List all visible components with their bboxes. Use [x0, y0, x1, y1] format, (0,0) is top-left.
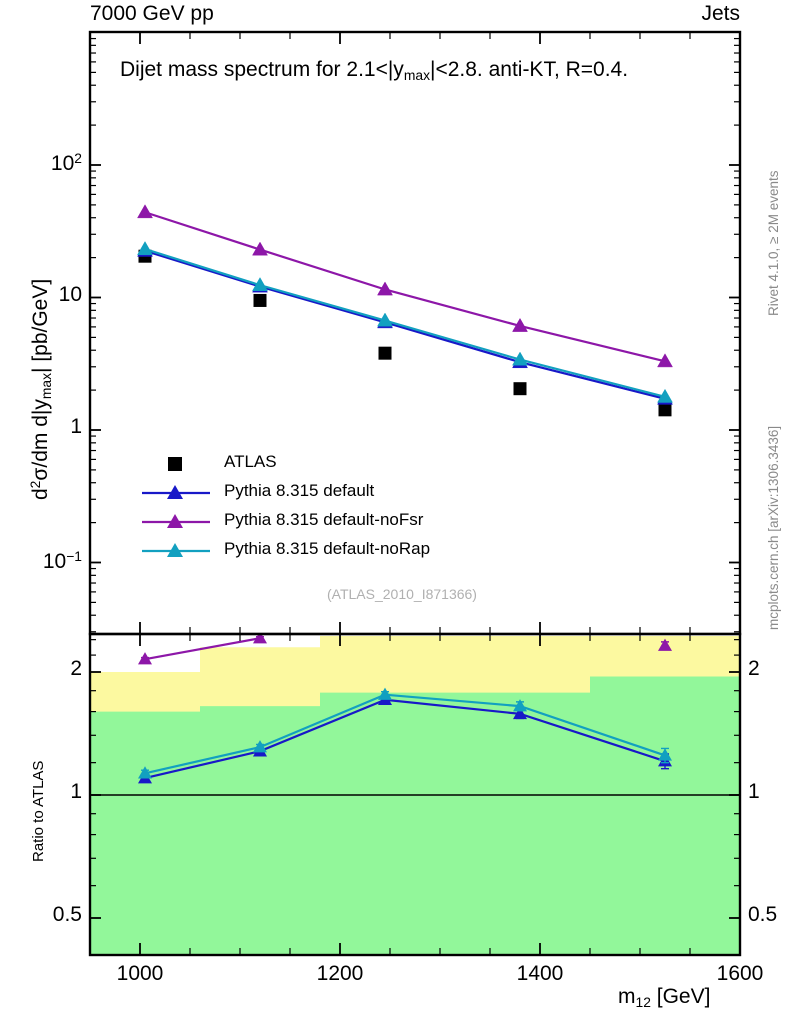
legend-label-0: ATLAS — [224, 452, 277, 471]
x-tick-label-0: 1000 — [116, 962, 164, 985]
main-point-pythia-8-315-default-nofsr-3 — [512, 317, 528, 332]
legend-marker-0 — [140, 452, 212, 476]
x-tick-label-3: 1600 — [716, 962, 764, 985]
ratio-point-pythia-8-315-default-norap-3 — [513, 699, 527, 712]
ratio-point-pythia-8-315-default-norap-1 — [253, 740, 267, 753]
main-point-pythia-8-315-default-nofsr-4 — [657, 353, 673, 368]
main-point-atlas-2 — [378, 346, 392, 360]
main-y-tick-label-3: 102 — [50, 150, 82, 175]
legend-label-3: Pythia 8.315 default-noRap — [224, 539, 431, 558]
title-b: |<2.8. anti-KT, R=0.4. — [430, 58, 629, 81]
xlabel-sub: 12 — [635, 993, 651, 1010]
ratio-y-tick-label-right-1: 1 — [748, 780, 760, 803]
main-point-atlas-4 — [658, 403, 672, 417]
xlabel-a: m — [618, 985, 636, 1008]
ratio-y-tick-label-right-0: 0.5 — [748, 903, 778, 926]
ratio-point-pythia-8-315-default-nofsr-1 — [253, 634, 267, 644]
legend-label-2: Pythia 8.315 default-noFsr — [224, 510, 424, 529]
main-line-pythia-8-315-default-nofsr — [144, 211, 666, 363]
watermark-analysis-id: (ATLAS_2010_I871366) — [327, 586, 477, 602]
ratio-point-pythia-8-315-default-nofsr-0 — [138, 652, 152, 665]
ratio-y-tick-label-left-1: 1 — [70, 780, 82, 803]
xlabel-b: [GeV] — [650, 985, 711, 1008]
main-point-pythia-8-315-default-norap-4 — [657, 388, 673, 403]
header-left: 7000 GeV pp — [90, 2, 214, 25]
legend-marker-3 — [140, 539, 212, 563]
x-tick-label-2: 1400 — [516, 962, 564, 985]
main-point-pythia-8-315-default-norap-3 — [512, 351, 528, 366]
main-point-pythia-8-315-default-norap-2 — [377, 312, 393, 327]
legend-marker-2 — [140, 510, 212, 534]
ratio-point-pythia-8-315-default-norap-2 — [378, 687, 392, 700]
ratio-point-pythia-8-315-default-norap-4 — [658, 748, 672, 761]
main-y-tick-label-0: 10−1 — [42, 547, 82, 573]
main-point-pythia-8-315-default-norap-1 — [252, 277, 268, 291]
main-point-pythia-8-315-default-nofsr-0 — [137, 204, 153, 219]
title-sub: max — [403, 66, 430, 83]
title-a: Dijet mass spectrum for 2.1<|y — [120, 58, 404, 81]
x-axis-label: m12 [GeV] — [618, 985, 710, 1010]
main-point-atlas-1 — [253, 293, 267, 307]
main-y-tick-label-1: 1 — [70, 415, 82, 438]
main-point-pythia-8-315-default-norap-0 — [137, 241, 153, 255]
page-title: Dijet mass spectrum for 2.1<|ymax|<2.8. … — [120, 58, 628, 83]
x-tick-label-1: 1200 — [316, 962, 364, 985]
legend-marker-1 — [140, 481, 212, 505]
ratio-point-pythia-8-315-default-nofsr-4 — [658, 638, 672, 651]
ratio-point-pythia-8-315-default-norap-0 — [138, 766, 152, 779]
legend-label-1: Pythia 8.315 default — [224, 481, 375, 500]
ratio-point-pythia-8-315-default-3 — [513, 706, 527, 720]
main-point-pythia-8-315-default-nofsr-1 — [252, 241, 268, 256]
main-y-tick-label-2: 10 — [58, 282, 82, 306]
header-right: Jets — [701, 2, 740, 25]
main-point-pythia-8-315-default-nofsr-2 — [377, 281, 393, 296]
ratio-band-inner — [90, 676, 740, 955]
ratio-y-tick-label-left-0: 0.5 — [52, 903, 82, 926]
ratio-y-tick-label-right-2: 2 — [748, 657, 760, 680]
main-point-atlas-3 — [513, 382, 527, 396]
ratio-y-tick-label-left-2: 2 — [70, 657, 82, 680]
main-line-pythia-8-315-default-norap — [144, 248, 666, 398]
